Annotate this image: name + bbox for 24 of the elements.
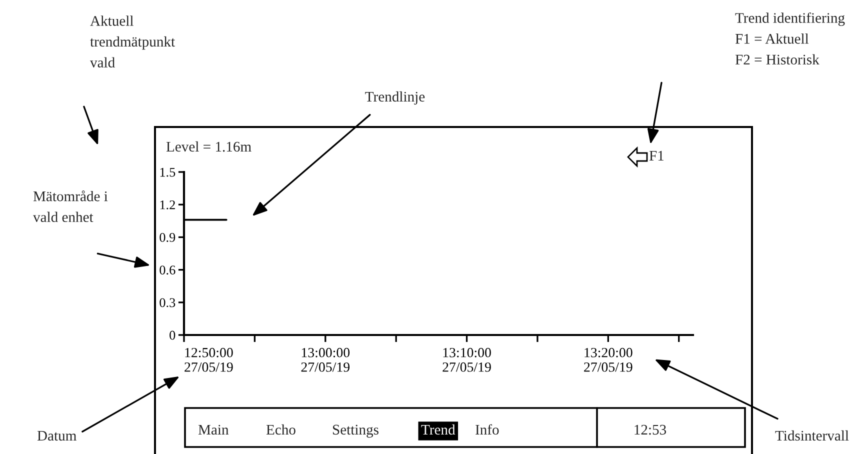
text: Main <box>198 424 229 435</box>
y-tick-label: 0 <box>170 330 176 340</box>
x-tick-label: 13:00:00 27/05/19 <box>301 348 350 372</box>
text: Datum <box>37 430 76 441</box>
text: Info <box>476 424 499 435</box>
text: Level = 1.16m <box>166 141 252 152</box>
text: Trend identifiering F1 = Aktuell F2 = Historisk <box>735 12 845 65</box>
text: Tidsintervall <box>775 430 849 441</box>
y-tick-label: 1.5 <box>160 168 176 177</box>
text: Echo <box>266 424 296 435</box>
text: F1 <box>649 150 664 161</box>
text: Settings <box>332 424 378 438</box>
y-tick-label: 0.3 <box>160 298 176 308</box>
text: Aktuell trendmätpunkt vald <box>90 16 175 68</box>
text: Trend <box>421 424 456 435</box>
y-tick-label: 0.9 <box>160 233 176 242</box>
x-tick-label: 13:10:00 27/05/19 <box>442 348 491 372</box>
y-tick-label: 0.6 <box>160 266 176 275</box>
text: Mätområde i vald enhet <box>33 190 108 222</box>
y-tick-label: 1.2 <box>160 200 175 210</box>
x-tick-label: 12:50:00 27/05/19 <box>184 348 233 372</box>
text: 12:53 <box>634 424 666 435</box>
text: Trendlinje <box>365 91 425 105</box>
x-tick-label: 13:20:00 27/05/19 <box>584 348 632 372</box>
